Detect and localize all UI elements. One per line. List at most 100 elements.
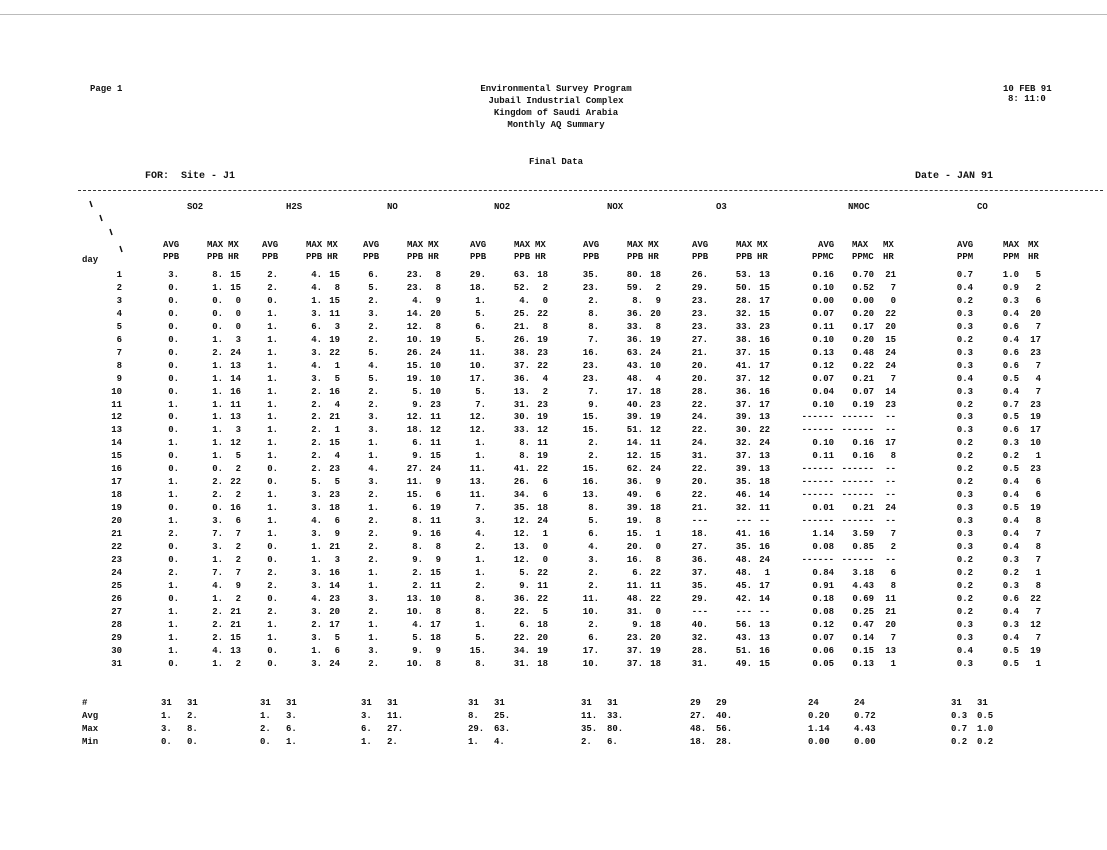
data-cell: 3. bbox=[368, 412, 379, 423]
print-date: 10 FEB 91 bbox=[1003, 84, 1052, 94]
data-cell: 22. bbox=[513, 606, 530, 617]
data-cell: 3 bbox=[235, 425, 241, 436]
data-cell: 36. bbox=[735, 386, 752, 397]
data-cell: 2. bbox=[412, 580, 423, 591]
column-header: MAX bbox=[407, 240, 424, 250]
data-cell: 5 bbox=[334, 632, 340, 643]
data-cell: 8 bbox=[655, 516, 661, 527]
data-cell: 14. bbox=[406, 308, 423, 319]
data-cell: 1. bbox=[267, 399, 278, 410]
data-cell: 17 bbox=[430, 619, 441, 630]
data-cell: 2. bbox=[311, 412, 322, 423]
data-cell: 4.43 bbox=[852, 580, 874, 591]
data-cell: 30. bbox=[735, 425, 752, 436]
data-cell: 3. bbox=[368, 308, 379, 319]
data-cell: 29. bbox=[469, 270, 486, 280]
data-cell: 0. bbox=[168, 412, 179, 423]
data-cell: 0.3 bbox=[956, 529, 973, 539]
data-cell: 9 bbox=[435, 554, 441, 565]
column-unit: PPM bbox=[1003, 252, 1020, 262]
summary-cell: 6. bbox=[286, 724, 297, 734]
data-cell: 9 bbox=[235, 580, 241, 591]
summary-cell: 1. bbox=[161, 711, 172, 721]
summary-cell: 35. bbox=[581, 724, 598, 734]
column-header: MX bbox=[648, 240, 659, 250]
data-cell: 4. bbox=[311, 334, 322, 345]
data-cell: 10 bbox=[430, 593, 441, 604]
data-cell: 0. bbox=[168, 554, 179, 565]
data-cell: --- bbox=[691, 516, 708, 527]
data-cell: 51. bbox=[735, 645, 752, 656]
data-cell: 0.5 bbox=[1002, 503, 1019, 514]
summary-cell: 31 bbox=[581, 698, 592, 708]
data-cell: 0. bbox=[168, 334, 179, 345]
data-cell: 0.16 bbox=[812, 270, 834, 280]
data-cell: 17 bbox=[759, 399, 770, 410]
data-cell: 23 bbox=[1030, 399, 1041, 410]
data-cell: 11. bbox=[626, 580, 643, 591]
data-cell: ------ bbox=[801, 477, 834, 488]
data-cell: 23 bbox=[885, 399, 896, 410]
data-cell: 4 bbox=[655, 373, 661, 384]
data-cell: 7. bbox=[588, 386, 599, 397]
data-cell: 24 bbox=[759, 554, 770, 565]
day-number: 13 bbox=[111, 425, 122, 436]
data-cell: 19 bbox=[537, 645, 548, 656]
data-cell: 0.91 bbox=[812, 580, 834, 591]
data-cell: 0. bbox=[267, 295, 278, 306]
data-cell: 17. bbox=[582, 645, 599, 656]
data-cell: 0.14 bbox=[852, 632, 874, 643]
data-cell: 20 bbox=[650, 308, 661, 319]
data-cell: 23. bbox=[582, 282, 599, 293]
data-cell: 5 bbox=[235, 451, 241, 462]
data-cell: 18 bbox=[650, 503, 661, 514]
pollutant-header: SO2 bbox=[187, 202, 204, 212]
data-cell: 36. bbox=[626, 477, 643, 488]
data-cell: 39. bbox=[626, 412, 643, 423]
page-number: Page 1 bbox=[90, 84, 123, 94]
data-cell: 1. bbox=[212, 282, 223, 293]
data-cell: 0.6 bbox=[1002, 425, 1019, 436]
data-cell: 18. bbox=[406, 425, 423, 436]
data-cell: 15. bbox=[582, 464, 599, 475]
data-cell: 19 bbox=[650, 412, 661, 423]
data-cell: -- bbox=[885, 477, 896, 488]
data-cell: --- bbox=[691, 606, 708, 617]
data-cell: 1 bbox=[1035, 451, 1041, 462]
data-cell: 1. bbox=[267, 425, 278, 436]
data-cell: 0.21 bbox=[852, 503, 874, 514]
data-cell: 0. bbox=[267, 658, 278, 669]
summary-cell: 63. bbox=[494, 724, 511, 734]
data-cell: 0 bbox=[235, 321, 241, 332]
data-cell: -- bbox=[885, 516, 896, 527]
data-cell: -- bbox=[759, 516, 770, 527]
data-cell: 15 bbox=[759, 347, 770, 358]
summary-label: Avg bbox=[82, 711, 99, 721]
data-cell: 2. bbox=[588, 619, 599, 630]
column-unit: HR bbox=[228, 252, 239, 262]
data-cell: 32. bbox=[735, 438, 752, 449]
data-cell: 32. bbox=[735, 503, 752, 514]
data-cell: 2. bbox=[588, 567, 599, 578]
data-cell: 5 bbox=[542, 606, 548, 617]
data-cell: 1. bbox=[368, 632, 379, 643]
data-cell: 18 bbox=[537, 503, 548, 514]
data-cell: ------ bbox=[841, 490, 874, 501]
data-cell: 7 bbox=[1035, 529, 1041, 539]
data-cell: 2. bbox=[267, 567, 278, 578]
column-header: MAX bbox=[207, 240, 224, 250]
data-cell: 43. bbox=[735, 632, 752, 643]
day-number: 15 bbox=[111, 451, 122, 462]
data-cell: 1 bbox=[542, 529, 548, 539]
pollutant-header: O3 bbox=[716, 202, 727, 212]
data-cell: 0.4 bbox=[1002, 632, 1019, 643]
data-cell: 0.01 bbox=[812, 503, 834, 514]
data-cell: 2. bbox=[311, 399, 322, 410]
data-cell: 2 bbox=[235, 554, 241, 565]
summary-cell: 0.00 bbox=[854, 737, 876, 747]
data-cell: 9 bbox=[435, 295, 441, 306]
data-cell: 0 bbox=[542, 541, 548, 552]
data-cell: 10. bbox=[582, 658, 599, 669]
data-cell: 9 bbox=[435, 477, 441, 488]
data-cell: 22. bbox=[513, 632, 530, 643]
